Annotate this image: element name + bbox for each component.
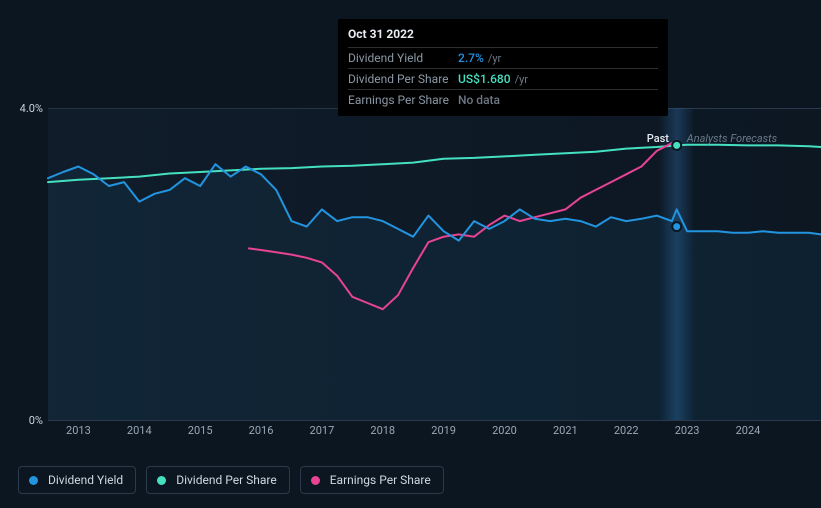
x-axis-label: 2018	[370, 424, 395, 437]
dividend-yield-area	[48, 164, 821, 420]
tooltip-row: Earnings Per ShareNo data	[348, 89, 658, 110]
past-label: Past	[647, 132, 669, 145]
legend-swatch	[157, 476, 166, 485]
x-axis-label: 2013	[66, 424, 91, 437]
x-axis-label: 2017	[310, 424, 335, 437]
dividend-yield-marker	[672, 222, 681, 231]
legend-swatch	[29, 476, 38, 485]
tooltip-key: Dividend Yield	[348, 51, 458, 65]
x-axis-label: 2024	[736, 424, 761, 437]
x-axis-label: 2019	[431, 424, 456, 437]
legend: Dividend Yield Dividend Per Share Earnings…	[18, 466, 444, 494]
tooltip-row: Dividend Yield2.7% /yr	[348, 47, 658, 68]
legend-item[interactable]: Earnings Per Share	[300, 466, 444, 494]
tooltip-date: Oct 31 2022	[348, 27, 658, 47]
x-axis-label: 2020	[492, 424, 517, 437]
hover-tooltip: Oct 31 2022 Dividend Yield2.7%/yrDividen…	[338, 19, 668, 116]
x-axis-label: 2021	[553, 424, 578, 437]
tooltip-row: Dividend Per ShareUS$1.680/yr	[348, 68, 658, 89]
x-axis-label: 2016	[249, 424, 274, 437]
legend-label: Dividend Per Share	[176, 473, 277, 487]
legend-item[interactable]: Dividend Per Share	[146, 466, 290, 494]
tooltip-key: Dividend Per Share	[348, 72, 458, 86]
legend-swatch	[311, 476, 320, 485]
y-axis-label: 0%	[29, 414, 43, 427]
tooltip-value: No data	[458, 93, 500, 107]
tooltip-unit: /yr	[488, 52, 501, 65]
y-axis-label: 4.0%	[20, 102, 43, 115]
plot-bottom-border	[48, 420, 821, 421]
x-axis-label: 2022	[614, 424, 639, 437]
dividend-per-share-marker	[672, 141, 681, 150]
dividend-per-share-line	[48, 145, 821, 182]
x-axis-label: 2015	[188, 424, 213, 437]
forecast-label: Analysts Forecasts	[687, 132, 777, 145]
x-axis-label: 2014	[127, 424, 152, 437]
legend-label: Dividend Yield	[48, 473, 123, 487]
legend-label: Earnings Per Share	[330, 473, 431, 487]
tooltip-unit: /yr	[515, 73, 528, 86]
legend-item[interactable]: Dividend Yield	[18, 466, 136, 494]
tooltip-value: US$1.680	[458, 72, 511, 86]
tooltip-key: Earnings Per Share	[348, 93, 458, 107]
chart-svg	[48, 108, 821, 420]
x-axis-label: 2023	[675, 424, 700, 437]
tooltip-value: 2.7%	[458, 51, 484, 65]
